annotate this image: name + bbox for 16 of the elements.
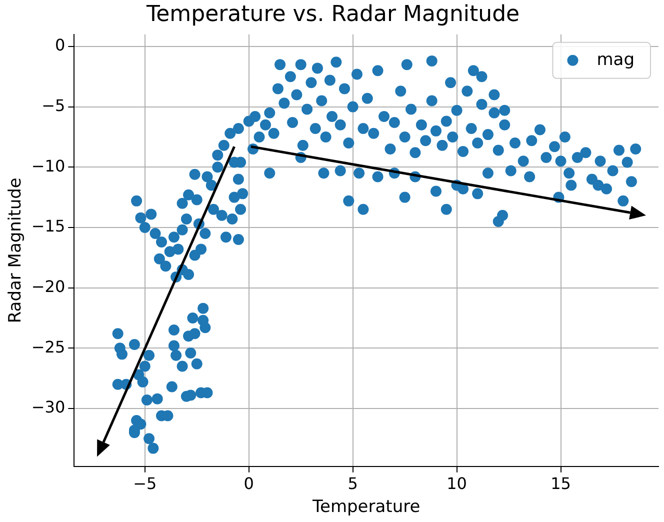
y-tick-label: 0 — [54, 36, 66, 55]
legend-label: mag — [596, 50, 635, 70]
x-tick-label: 10 — [446, 474, 467, 494]
y-tick-label: −10 — [31, 156, 66, 176]
y-tick-label: −25 — [31, 337, 66, 356]
x-tick-label: 0 — [244, 474, 254, 494]
x-axis-title: Temperature — [311, 497, 420, 518]
y-tick-label: −20 — [31, 276, 66, 296]
y-axis-title: Radar Magnitude — [6, 178, 26, 324]
x-tick-label: 5 — [348, 474, 358, 494]
y-tick-label: −30 — [31, 398, 66, 417]
y-tick-label: −15 — [31, 216, 66, 236]
chart-title: Temperature vs. Radar Magnitude — [145, 2, 520, 27]
x-tick-label: 15 — [550, 474, 571, 494]
x-tick-label: −5 — [133, 474, 157, 494]
y-tick-label: −5 — [42, 96, 66, 115]
